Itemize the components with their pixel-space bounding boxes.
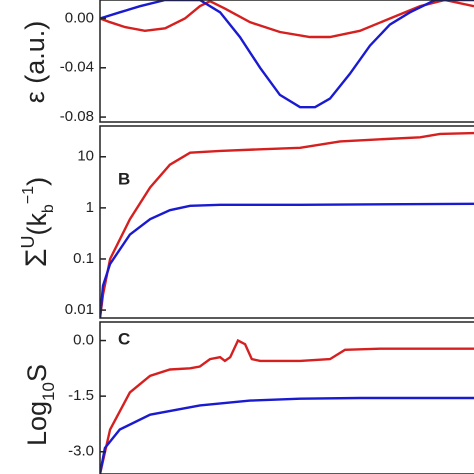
plot-area xyxy=(100,338,474,474)
label-part: b xyxy=(40,204,57,213)
y-tick-label: 0.0 xyxy=(73,332,94,349)
data-line xyxy=(100,131,474,318)
y-tick-label: -0.08 xyxy=(60,108,94,125)
y-axis-label: Log10S xyxy=(22,364,58,446)
y-tick-label: -3.0 xyxy=(68,443,94,460)
axes-frame xyxy=(99,125,474,319)
y-tick-label: -1.5 xyxy=(68,387,94,404)
plot-area xyxy=(100,0,474,109)
label-part: S xyxy=(22,364,52,382)
label-part: Σ xyxy=(20,249,53,268)
data-line xyxy=(100,202,474,318)
label-part: Log xyxy=(22,401,52,446)
data-line xyxy=(100,0,474,39)
data-line xyxy=(100,396,474,474)
label-part: ) xyxy=(22,177,52,186)
y-axis-label: ΣU(kb−1) xyxy=(18,177,57,267)
plot-area xyxy=(100,131,474,318)
axes-frame xyxy=(99,321,474,474)
y-tick-label: 1 xyxy=(86,199,94,216)
data-line xyxy=(100,0,474,109)
label-part: 10 xyxy=(39,382,58,401)
y-tick-label: 0.1 xyxy=(73,250,94,267)
label-part: U xyxy=(18,236,38,249)
data-line xyxy=(100,338,474,474)
panel-letter: C xyxy=(118,329,130,348)
y-axis-label: ε (a.u.) xyxy=(20,21,50,104)
label-part: (k xyxy=(22,213,52,236)
y-tick-label: 10 xyxy=(77,148,94,165)
y-tick-label: -0.04 xyxy=(60,59,94,76)
label-part: −1 xyxy=(20,186,37,204)
y-tick-label: 0.01 xyxy=(65,301,94,318)
axes-frame xyxy=(99,0,474,123)
panel-letter: B xyxy=(118,169,130,188)
y-tick-label: 0.00 xyxy=(65,9,94,26)
